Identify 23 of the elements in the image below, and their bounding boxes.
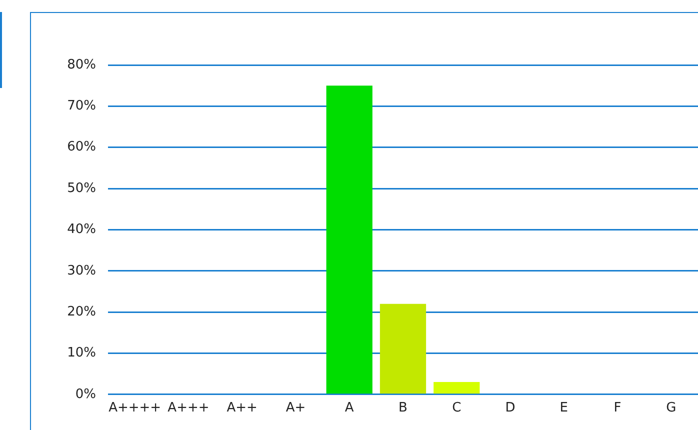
y-tick-label: 80% <box>67 57 96 72</box>
bar <box>434 382 480 394</box>
x-tick-label: B <box>398 400 408 416</box>
y-tick-label: 60% <box>67 140 96 155</box>
y-tick-label: 30% <box>67 263 96 278</box>
y-tick-label: 10% <box>67 346 96 361</box>
x-tick-label: A+++ <box>168 400 210 416</box>
x-tick-label: A++++ <box>108 400 162 416</box>
x-tick-label: F <box>614 400 622 416</box>
bar <box>380 304 426 394</box>
x-tick-label: D <box>505 400 516 416</box>
y-tick-label: 0% <box>75 386 96 402</box>
y-tick-label: 40% <box>67 222 96 238</box>
x-tick-label: E <box>560 400 568 416</box>
x-tick-label: A++ <box>226 400 258 416</box>
y-tick-label: 70% <box>67 98 96 114</box>
y-tick-label: 20% <box>67 304 96 320</box>
x-tick-label: A <box>344 400 354 416</box>
bar <box>326 86 372 394</box>
x-tick-label: A+ <box>286 400 306 416</box>
x-tick-label: C <box>452 400 462 416</box>
y-tick-label: 50% <box>67 180 96 196</box>
x-tick-label: G <box>666 400 676 416</box>
